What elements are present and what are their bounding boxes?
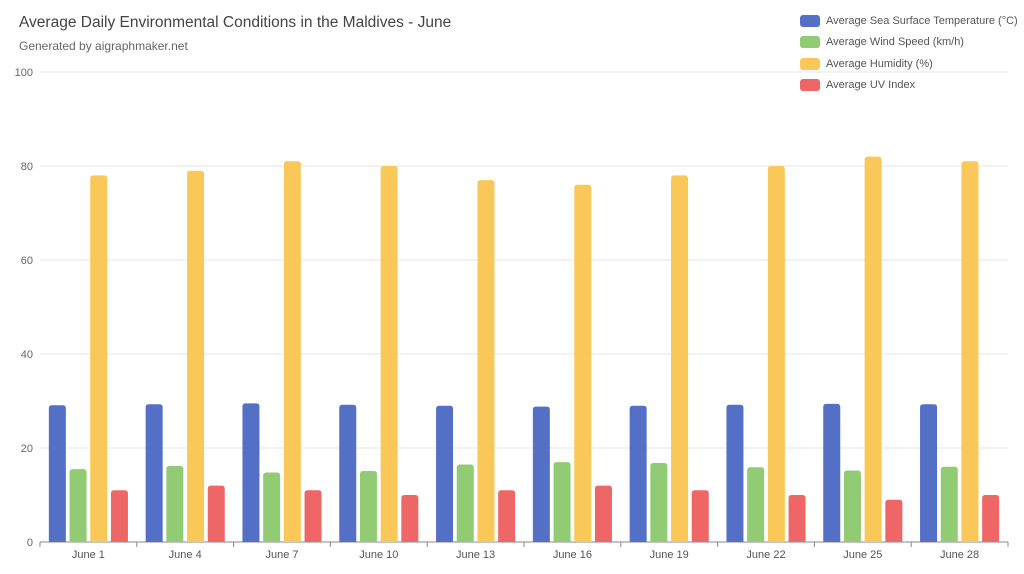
bar-average-humidity-june-1[interactable]: Average Humidity (%) — June 1: 78 bbox=[90, 175, 108, 542]
bar-average-wind-speed-km-h-june-1[interactable]: Average Wind Speed (km/h) — June 1: 15.5 bbox=[69, 469, 87, 542]
bar-average-humidity-june-19[interactable]: Average Humidity (%) — June 19: 78 bbox=[671, 175, 689, 542]
legend-item-average-wind-speed-km-h[interactable]: Average Wind Speed (km/h) bbox=[800, 32, 1018, 54]
bar-average-wind-speed-km-h-june-16[interactable]: Average Wind Speed (km/h) — June 16: 17 bbox=[553, 462, 571, 542]
bar-average-uv-index-june-19[interactable]: Average UV Index — June 19: 11 bbox=[691, 490, 709, 542]
bar-average-wind-speed-km-h-june-10[interactable]: Average Wind Speed (km/h) — June 10: 15.… bbox=[359, 471, 377, 542]
legend-item-average-humidity[interactable]: Average Humidity (%) bbox=[800, 53, 1018, 75]
legend-label: Average Wind Speed (km/h) bbox=[826, 36, 964, 49]
x-tick-label: June 19 bbox=[650, 549, 689, 561]
bar-average-humidity-june-7[interactable]: Average Humidity (%) — June 7: 81 bbox=[283, 161, 301, 543]
bar-average-wind-speed-km-h-june-22[interactable]: Average Wind Speed (km/h) — June 22: 15.… bbox=[747, 467, 765, 542]
y-tick-label: 80 bbox=[21, 161, 33, 173]
bar-average-sea-surface-temperature-c-june-16[interactable]: Average Sea Surface Temperature (°C) — J… bbox=[532, 406, 550, 542]
x-tick-label: June 1 bbox=[72, 549, 105, 561]
chart-subtitle: Generated by aigraphmaker.net bbox=[19, 39, 188, 53]
x-tick-label: June 28 bbox=[940, 549, 979, 561]
bar-average-uv-index-june-22[interactable]: Average UV Index — June 22: 10 bbox=[788, 495, 806, 542]
x-tick-label: June 25 bbox=[843, 549, 882, 561]
legend-label: Average Humidity (%) bbox=[826, 57, 933, 70]
legend-item-average-sea-surface-temperature-c[interactable]: Average Sea Surface Temperature (°C) bbox=[800, 10, 1018, 32]
y-tick-label: 100 bbox=[15, 67, 33, 79]
bar-average-wind-speed-km-h-june-25[interactable]: Average Wind Speed (km/h) — June 25: 15.… bbox=[843, 470, 861, 542]
bar-average-wind-speed-km-h-june-7[interactable]: Average Wind Speed (km/h) — June 7: 14.8 bbox=[263, 472, 281, 542]
bar-average-humidity-june-22[interactable]: Average Humidity (%) — June 22: 80 bbox=[767, 166, 785, 542]
x-tick-label: June 4 bbox=[169, 549, 202, 561]
y-tick-label: 0 bbox=[27, 537, 33, 549]
bar-average-humidity-june-28[interactable]: Average Humidity (%) — June 28: 81 bbox=[961, 161, 979, 543]
y-tick-label: 40 bbox=[21, 349, 33, 361]
legend-label: Average UV Index bbox=[826, 79, 916, 92]
x-tick-label: June 22 bbox=[746, 549, 785, 561]
grid-lines bbox=[40, 71, 1008, 449]
x-tick-label: June 13 bbox=[456, 549, 495, 561]
legend-swatch bbox=[800, 79, 820, 92]
bar-average-sea-surface-temperature-c-june-10[interactable]: Average Sea Surface Temperature (°C) — J… bbox=[339, 404, 357, 542]
legend-item-average-uv-index[interactable]: Average UV Index bbox=[800, 75, 1018, 97]
bar-average-sea-surface-temperature-c-june-4[interactable]: Average Sea Surface Temperature (°C) — J… bbox=[145, 404, 163, 542]
bar-average-uv-index-june-13[interactable]: Average UV Index — June 13: 11 bbox=[498, 490, 516, 542]
bar-average-sea-surface-temperature-c-june-1[interactable]: Average Sea Surface Temperature (°C) — J… bbox=[48, 405, 66, 542]
chart-title: Average Daily Environmental Conditions i… bbox=[19, 14, 452, 31]
bar-average-uv-index-june-10[interactable]: Average UV Index — June 10: 10 bbox=[401, 495, 419, 542]
legend: Average Sea Surface Temperature (°C) Aver… bbox=[800, 10, 1018, 96]
bar-average-wind-speed-km-h-june-19[interactable]: Average Wind Speed (km/h) — June 19: 16.… bbox=[650, 463, 668, 542]
bar-average-sea-surface-temperature-c-june-19[interactable]: Average Sea Surface Temperature (°C) — J… bbox=[629, 405, 647, 542]
legend-swatch bbox=[800, 14, 820, 27]
x-tick-label: June 16 bbox=[553, 549, 592, 561]
bar-average-humidity-june-4[interactable]: Average Humidity (%) — June 4: 79 bbox=[187, 170, 205, 542]
bar-average-sea-surface-temperature-c-june-25[interactable]: Average Sea Surface Temperature (°C) — J… bbox=[823, 403, 841, 542]
bar-average-wind-speed-km-h-june-28[interactable]: Average Wind Speed (km/h) — June 28: 16 bbox=[940, 466, 958, 542]
bar-average-uv-index-june-7[interactable]: Average UV Index — June 7: 11 bbox=[304, 490, 322, 542]
bar-average-uv-index-june-1[interactable]: Average UV Index — June 1: 11 bbox=[110, 490, 128, 542]
legend-label: Average Sea Surface Temperature (°C) bbox=[826, 14, 1018, 27]
bar-average-wind-speed-km-h-june-13[interactable]: Average Wind Speed (km/h) — June 13: 16.… bbox=[456, 464, 474, 542]
bar-average-humidity-june-10[interactable]: Average Humidity (%) — June 10: 80 bbox=[380, 166, 398, 542]
bar-average-humidity-june-13[interactable]: Average Humidity (%) — June 13: 77 bbox=[477, 180, 495, 542]
legend-swatch bbox=[800, 36, 820, 49]
bar-average-wind-speed-km-h-june-4[interactable]: Average Wind Speed (km/h) — June 4: 16.2 bbox=[166, 465, 184, 542]
y-tick-label: 20 bbox=[21, 443, 33, 455]
bar-average-uv-index-june-4[interactable]: Average UV Index — June 4: 12 bbox=[207, 485, 225, 542]
bar-average-humidity-june-16[interactable]: Average Humidity (%) — June 16: 76 bbox=[574, 184, 592, 543]
bar-average-humidity-june-25[interactable]: Average Humidity (%) — June 25: 82 bbox=[864, 156, 882, 542]
y-tick-label: 60 bbox=[21, 255, 33, 267]
legend-swatch bbox=[800, 57, 820, 70]
bar-average-uv-index-june-28[interactable]: Average UV Index — June 28: 10 bbox=[982, 495, 1000, 542]
bar-average-sea-surface-temperature-c-june-13[interactable]: Average Sea Surface Temperature (°C) — J… bbox=[436, 405, 454, 542]
bar-average-sea-surface-temperature-c-june-7[interactable]: Average Sea Surface Temperature (°C) — J… bbox=[242, 403, 260, 542]
bar-average-uv-index-june-25[interactable]: Average UV Index — June 25: 9 bbox=[885, 499, 903, 542]
bars: Average Sea Surface Temperature (°C) — J… bbox=[48, 156, 1000, 543]
x-tick-label: June 7 bbox=[265, 549, 298, 561]
x-tick-label: June 10 bbox=[359, 549, 398, 561]
bar-average-sea-surface-temperature-c-june-22[interactable]: Average Sea Surface Temperature (°C) — J… bbox=[726, 404, 744, 542]
bar-average-sea-surface-temperature-c-june-28[interactable]: Average Sea Surface Temperature (°C) — J… bbox=[920, 404, 938, 542]
bar-average-uv-index-june-16[interactable]: Average UV Index — June 16: 12 bbox=[594, 485, 612, 542]
